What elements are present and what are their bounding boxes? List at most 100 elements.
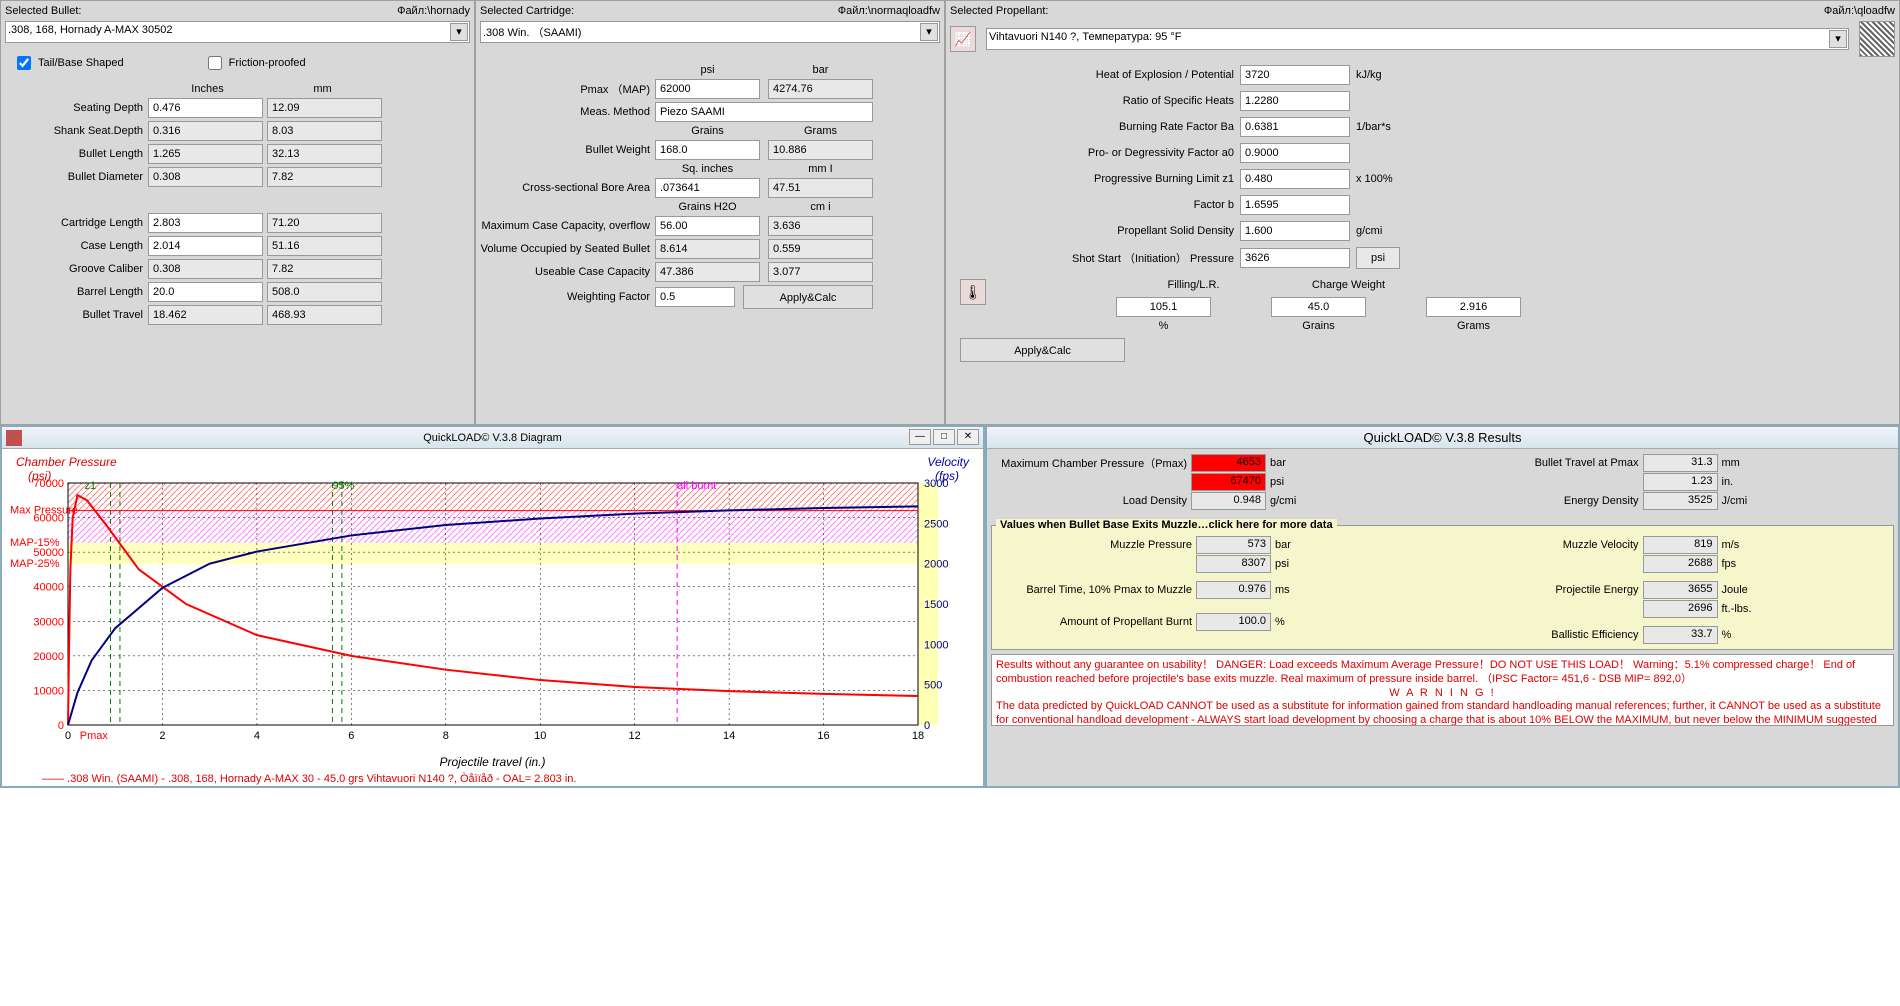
svg-text:2: 2 [159,730,165,742]
propellant-icon[interactable]: 📈 [950,26,976,52]
bullet-panel: Selected Bullet: Файл:\hornady .308, 168… [0,0,475,425]
maximize-button[interactable]: □ [933,429,955,445]
prop-ratio[interactable] [1240,91,1350,111]
svg-text:4: 4 [254,730,260,742]
max-case-cap-cm [768,216,873,236]
filling-input[interactable] [1116,297,1211,317]
svg-text:40000: 40000 [33,582,64,594]
svg-text:z1: z1 [85,480,97,492]
blen-mm [267,144,382,164]
prop-b[interactable] [1240,195,1350,215]
svg-text:0: 0 [924,720,930,732]
case-mm [267,236,382,256]
barrel-in[interactable] [148,282,263,302]
svg-text:20000: 20000 [33,651,64,663]
propellant-apply-button[interactable]: Apply&Calc [960,338,1125,362]
close-button[interactable]: ✕ [957,429,979,445]
svg-text:6: 6 [348,730,354,742]
bore-area-in[interactable] [655,178,760,198]
diagram-title-bar: QuickLOAD© V.3.8 Diagram —□✕ [2,427,983,449]
mv-ms: 819 [1643,536,1718,554]
chart-legend: —— .308 Win. (SAAMI) - .308, 168, Hornad… [42,773,983,785]
svg-text:MAP-15%: MAP-15% [10,537,60,549]
bdia-mm [267,167,382,187]
seating-in[interactable] [148,98,263,118]
svg-text:8: 8 [443,730,449,742]
results-title-bar: QuickLOAD© V.3.8 Results [987,427,1898,449]
muzzle-values-group[interactable]: Values when Bullet Base Exits Muzzle…cli… [991,519,1894,650]
unit-toggle-button[interactable]: psi [1356,247,1400,269]
prop-ba[interactable] [1240,117,1350,137]
bullet-weight-gr[interactable] [655,140,760,160]
charge-grams-input[interactable] [1426,297,1521,317]
pe-j: 3655 [1643,581,1718,599]
svg-text:2000: 2000 [924,559,948,571]
propellant-dropdown[interactable]: Vihtavuori N140 ?, Температура: 95 °F [986,28,1849,50]
prop-shot[interactable] [1240,248,1350,268]
mp-psi: 8307 [1196,555,1271,573]
btp-mm: 31.3 [1643,454,1718,472]
dropdown-arrow-icon[interactable]: ▾ [1829,30,1847,48]
svg-text:0: 0 [65,730,71,742]
mp-bar: 573 [1196,536,1271,554]
cartridge-apply-button[interactable]: Apply&Calc [743,285,873,309]
dropdown-arrow-icon[interactable]: ▾ [450,23,468,41]
svg-text:3000: 3000 [924,478,948,490]
cartridge-dropdown[interactable]: .308 Win. （SAAMI) [480,21,940,43]
thermometer-icon[interactable]: 🌡 [960,279,986,305]
seating-mm [267,98,382,118]
case-in[interactable] [148,236,263,256]
shank-in [148,121,263,141]
propellant-panel: Selected Propellant: Файл:\qloadfw 📈 Vih… [945,0,1900,425]
svg-text:16: 16 [817,730,829,742]
minimize-button[interactable]: — [909,429,931,445]
prop-density[interactable] [1240,221,1350,241]
svg-text:10: 10 [534,730,546,742]
pmax-psi[interactable] [655,79,760,99]
svg-text:70000: 70000 [33,478,64,490]
prop-heat[interactable] [1240,65,1350,85]
prop-a0[interactable] [1240,143,1350,163]
blen-in [148,144,263,164]
mcp-bar: 4653 [1191,454,1266,472]
pressure-velocity-chart: Chamber Pressure (psi) Velocity (fps) 02… [8,455,977,755]
vol-seated-cm [768,239,873,259]
svg-text:30000: 30000 [33,616,64,628]
svg-text:95%: 95% [332,480,354,492]
svg-text:2500: 2500 [924,518,948,530]
qr-icon[interactable] [1859,21,1895,57]
results-panel: QuickLOAD© V.3.8 Results Maximum Chamber… [985,425,1900,788]
svg-text:14: 14 [723,730,735,742]
pmax-bar [768,79,873,99]
vol-seated-h2o [655,239,760,259]
svg-text:MAP-25%: MAP-25% [10,558,60,570]
warning-text: Results without any guarantee on usabili… [991,654,1894,726]
diagram-panel: QuickLOAD© V.3.8 Diagram —□✕ Chamber Pre… [0,425,985,788]
max-case-cap-h2o[interactable] [655,216,760,236]
svg-text:12: 12 [629,730,641,742]
cart-in[interactable] [148,213,263,233]
ball-eff: 33.7 [1643,626,1718,644]
mcp-psi: 67470 [1191,473,1266,491]
prop-z1[interactable] [1240,169,1350,189]
cart-mm [267,213,382,233]
weight-factor[interactable] [655,287,735,307]
bdia-in [148,167,263,187]
charge-grains-input[interactable] [1271,297,1366,317]
svg-text:Max Pressure: Max Pressure [10,505,78,517]
svg-text:all burnt: all burnt [677,480,716,492]
friction-checkbox[interactable]: Friction-proofed [204,53,306,73]
bullet-dropdown[interactable]: .308, 168, Hornady A-MAX 30502 [5,21,470,43]
diagram-window-icon [6,430,22,446]
svg-text:1000: 1000 [924,639,948,651]
cartridge-header: Selected Cartridge: [480,5,574,17]
meas-method[interactable] [655,102,873,122]
svg-text:18: 18 [912,730,924,742]
barrel-time: 0.976 [1196,581,1271,599]
cartridge-file: Файл:\normaqloadfw [838,5,940,17]
dropdown-arrow-icon[interactable]: ▾ [920,23,938,41]
groove-mm [267,259,382,279]
bullet-weight-g [768,140,873,160]
load-density: 0.948 [1191,492,1266,510]
tail-base-checkbox[interactable]: Tail/Base Shaped [13,53,124,73]
